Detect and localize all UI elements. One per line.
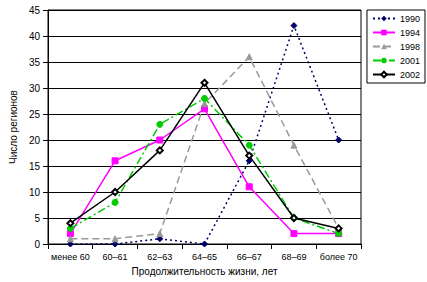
- svg-text:66–67: 66–67: [237, 252, 262, 262]
- svg-text:15: 15: [29, 161, 41, 172]
- svg-text:68–69: 68–69: [281, 252, 306, 262]
- svg-text:64–65: 64–65: [192, 252, 217, 262]
- svg-text:2001: 2001: [400, 56, 420, 66]
- svg-text:40: 40: [29, 31, 41, 42]
- svg-text:25: 25: [29, 109, 41, 120]
- svg-text:62–63: 62–63: [147, 252, 172, 262]
- svg-text:45: 45: [29, 5, 41, 16]
- svg-text:1990: 1990: [400, 14, 420, 24]
- svg-text:35: 35: [29, 57, 41, 68]
- svg-text:2002: 2002: [400, 70, 420, 80]
- svg-text:0: 0: [34, 239, 40, 250]
- svg-text:Число регионов: Число регионов: [8, 90, 19, 164]
- svg-text:60–61: 60–61: [103, 252, 128, 262]
- svg-text:30: 30: [29, 83, 41, 94]
- svg-text:Продолжительность жизни, лет: Продолжительность жизни, лет: [132, 266, 278, 277]
- svg-text:1994: 1994: [400, 28, 420, 38]
- svg-text:менее 60: менее 60: [51, 252, 90, 262]
- svg-text:5: 5: [34, 213, 40, 224]
- svg-text:более 70: более 70: [320, 252, 358, 262]
- svg-text:20: 20: [29, 135, 41, 146]
- svg-text:10: 10: [29, 187, 41, 198]
- svg-text:1998: 1998: [400, 42, 420, 52]
